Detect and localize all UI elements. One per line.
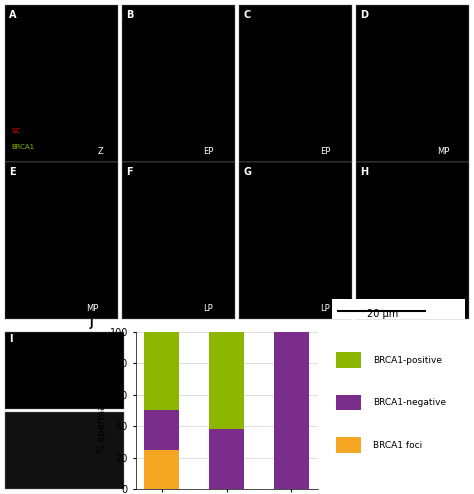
Text: Z: Z (98, 147, 104, 156)
Bar (144, 332, 180, 411)
Text: EP: EP (203, 147, 214, 156)
Text: MP: MP (438, 147, 450, 156)
Y-axis label: % spermatocytes: % spermatocytes (97, 368, 107, 453)
Text: 20 μm: 20 μm (366, 309, 398, 319)
Text: LP: LP (203, 304, 213, 313)
Text: I: I (9, 334, 13, 344)
Text: B: B (126, 10, 134, 20)
Text: C: C (243, 10, 250, 20)
Text: G: G (243, 167, 251, 177)
Text: H: H (360, 167, 368, 177)
Bar (336, 352, 362, 368)
Text: J: J (90, 319, 93, 329)
Bar (336, 395, 362, 411)
Text: SC: SC (11, 128, 21, 134)
Text: A: A (9, 10, 17, 20)
Text: LP: LP (320, 304, 330, 313)
Bar (273, 332, 309, 489)
Text: D: D (360, 10, 368, 20)
Text: MP: MP (87, 304, 99, 313)
Text: F: F (126, 167, 133, 177)
Text: BRCA1-positive: BRCA1-positive (373, 356, 442, 365)
Bar (336, 437, 362, 453)
Bar (144, 411, 180, 450)
Text: BRCA1 foci: BRCA1 foci (373, 441, 422, 450)
Text: BRCA1-negative: BRCA1-negative (373, 398, 446, 407)
Bar (209, 429, 244, 489)
Bar (209, 332, 244, 429)
Text: E: E (9, 167, 16, 177)
Text: D: D (438, 304, 444, 313)
Bar (144, 450, 180, 489)
Text: BRCA1: BRCA1 (11, 144, 35, 150)
Text: EP: EP (320, 147, 331, 156)
